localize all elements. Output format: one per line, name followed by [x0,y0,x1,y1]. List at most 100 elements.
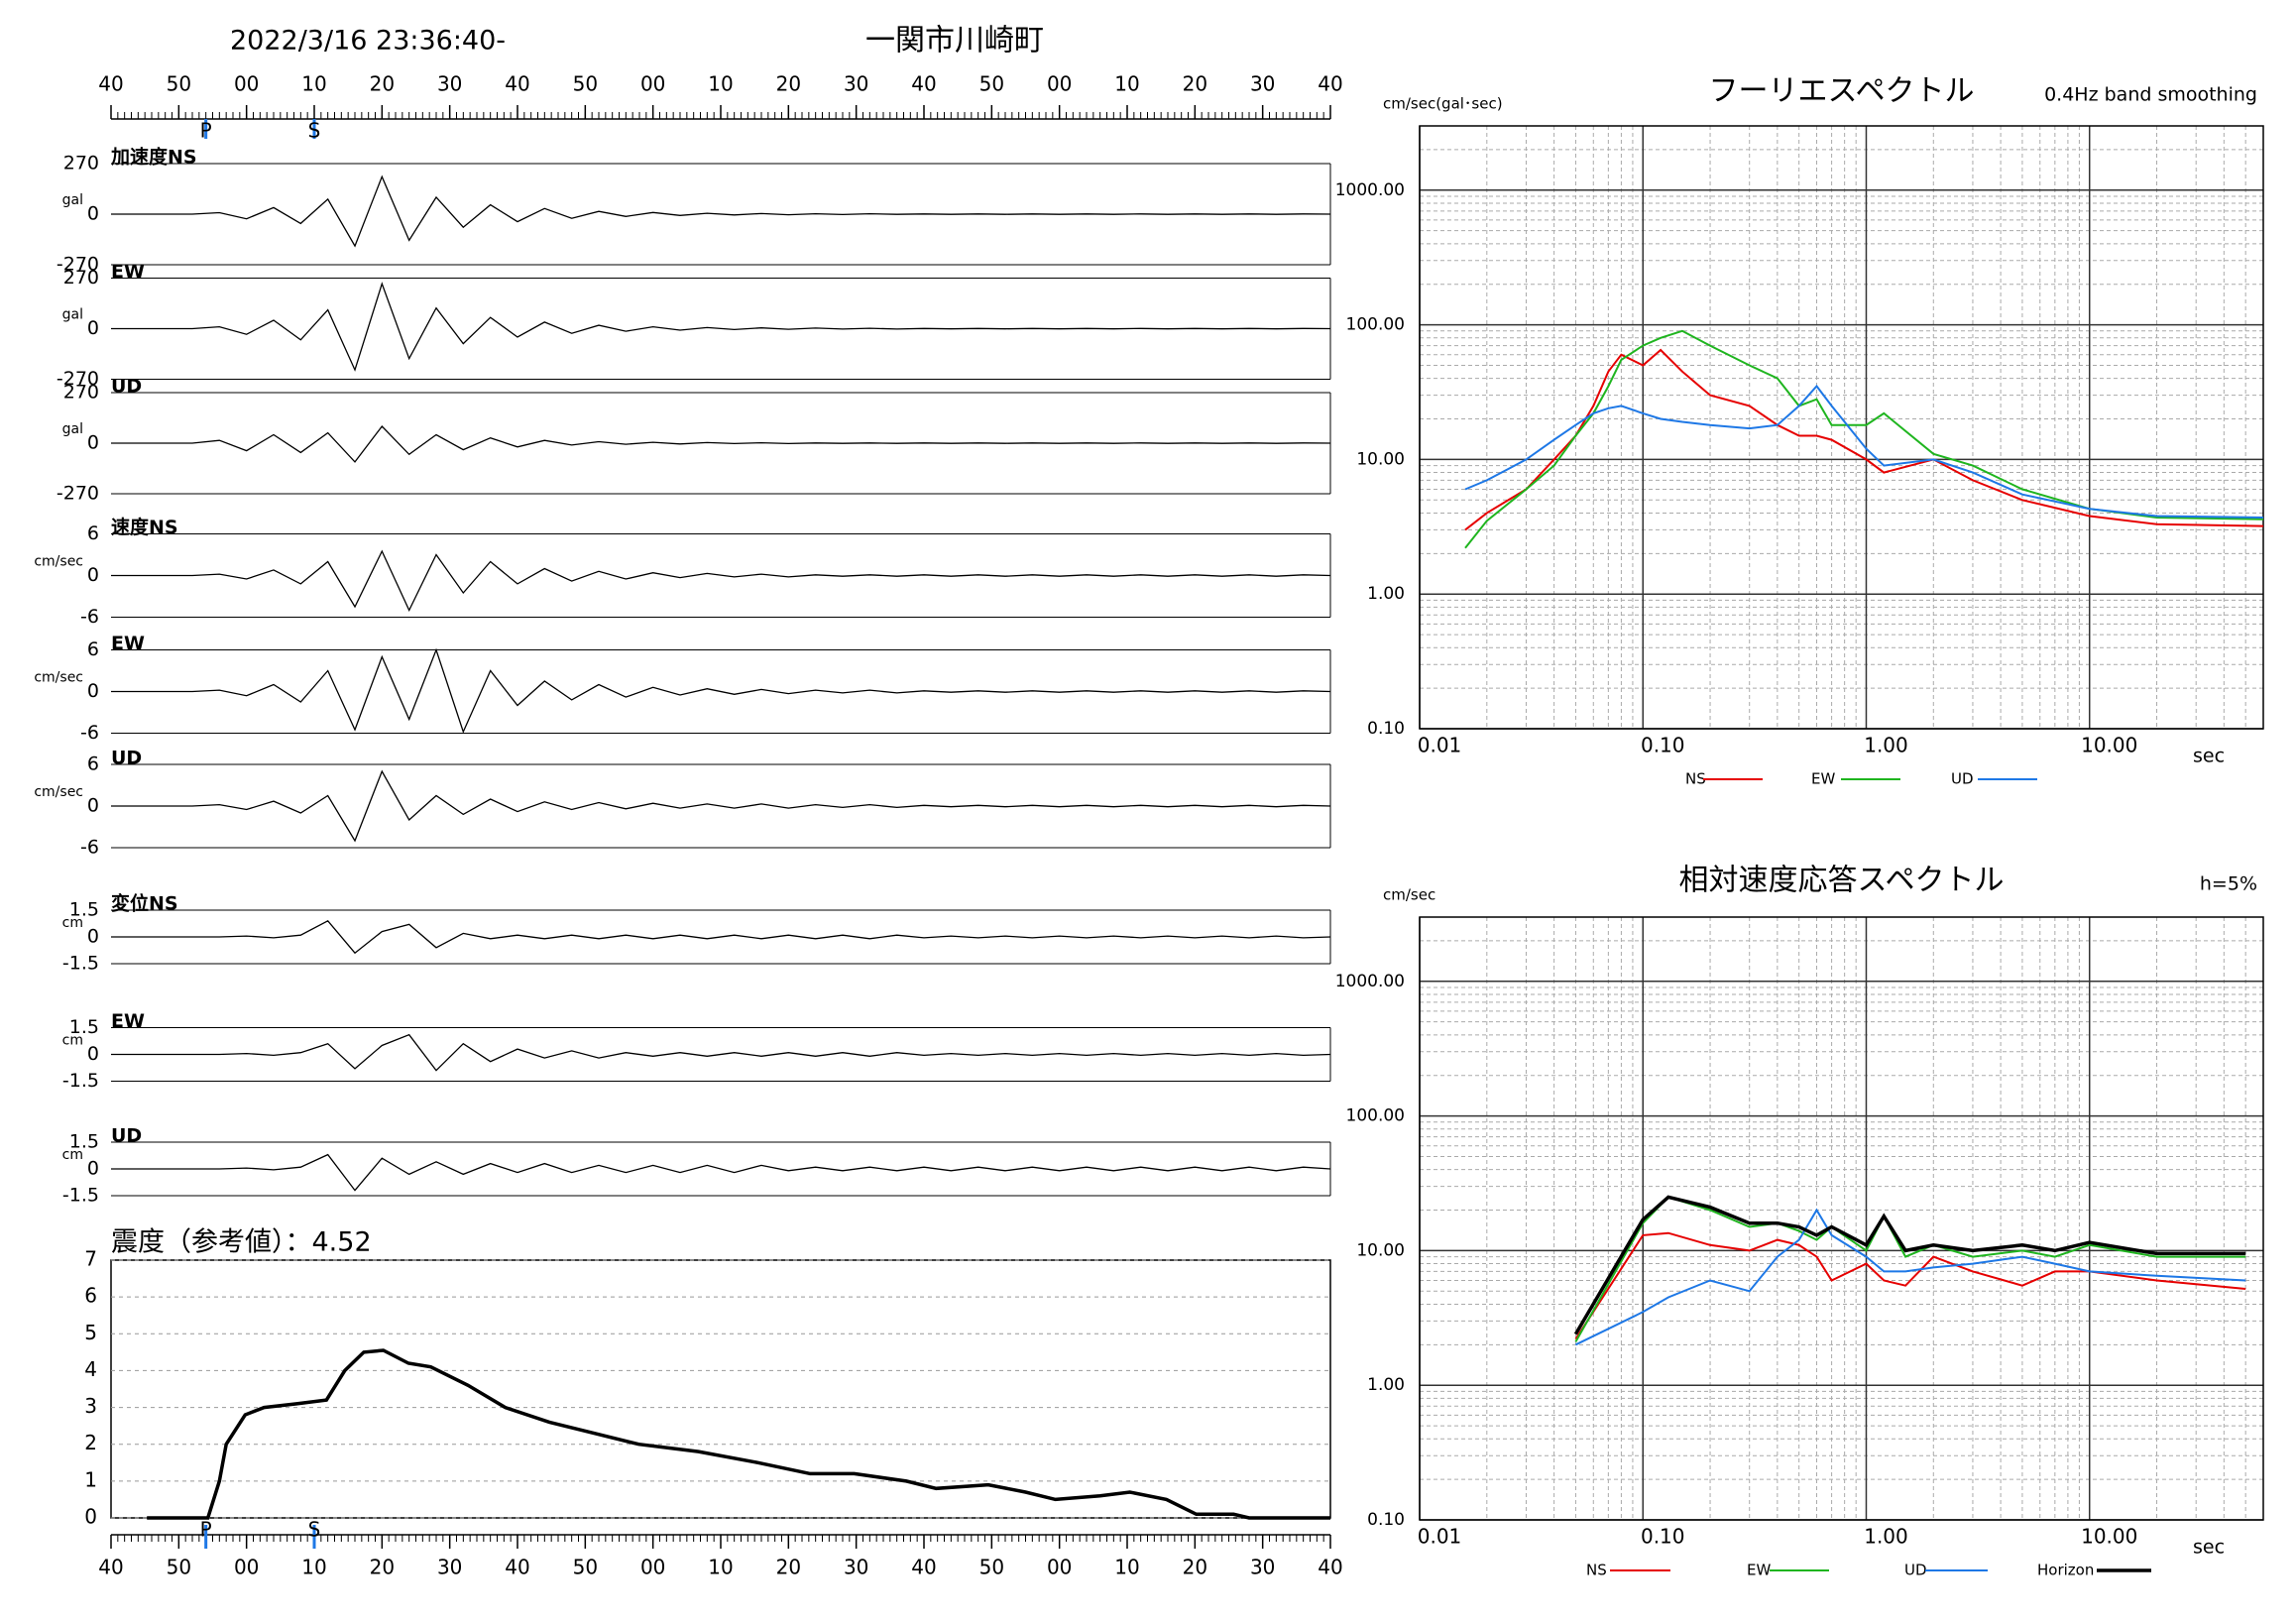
x-tick-label: 10 [708,1556,733,1579]
x-tick-label: 50 [167,72,191,96]
y-tick-label: 0.10 [1367,719,1405,739]
x-tick-label: 10 [301,72,326,96]
y-tick-label: 7 [84,1247,97,1271]
x-tick-label: 20 [370,1556,395,1579]
y-tick-label: 10.00 [1356,1240,1405,1260]
trace-name: 変位NS [111,892,178,915]
y-tick-label: 2 [84,1431,97,1454]
x-tick-label: 0.01 [1418,734,1462,757]
chart-subtitle: h=5% [2200,873,2257,895]
trace-unit: gal [62,192,83,208]
spectrum-line [1574,1231,2246,1340]
y-tick-label: 0.10 [1367,1510,1405,1530]
trace-unit: cm/sec [34,784,83,800]
plot-frame [110,1259,1331,1519]
trace-name: 速度NS [111,516,178,538]
x-tick-label: 30 [437,1556,462,1579]
x-tick-label: 20 [776,72,801,96]
y-tick-label: 0 [84,1505,97,1529]
y-tick-label: 270 [63,382,99,404]
x-tick-label: 40 [1318,72,1342,96]
x-tick-label: 00 [234,1556,259,1579]
y-tick-label: 6 [87,754,99,775]
x-tick-label: 10 [301,1556,326,1579]
y-tick-label: 0 [87,203,99,225]
legend-label: UD [1904,1562,1927,1579]
y-tick-label: 0 [87,1043,99,1065]
chart-title: フーリエスペクトル [1709,74,1975,109]
y-tick-label: 4 [84,1357,97,1381]
spectrum-line [1464,384,2264,519]
x-tick-label: 30 [844,72,868,96]
y-tick-label: 1.5 [69,1131,99,1153]
phase-label: P [200,1518,212,1542]
y-tick-label: -270 [57,368,99,390]
y-tick-label: 270 [63,267,99,289]
x-tick-label: 40 [1318,1556,1342,1579]
y-tick-label: 100.00 [1346,1106,1405,1126]
x-tick-label: 40 [505,72,529,96]
waveform-trace [111,549,1331,613]
waveform-trace [111,282,1331,372]
x-tick-label: 50 [979,72,1004,96]
spectrum-line [1574,1208,2246,1346]
y-tick-label: 1.00 [1367,1375,1405,1395]
spectrum-line [1573,1195,2246,1335]
x-tick-label: 10.00 [2081,734,2137,757]
trace-name: UD [111,376,142,398]
x-tick-label: 1.00 [1864,734,1908,757]
trace-unit: gal [62,421,83,437]
waveform-trace [111,919,1331,955]
y-tick-label: -270 [57,483,99,505]
x-tick-label: 20 [776,1556,801,1579]
x-tick-label: 40 [505,1556,529,1579]
x-tick-label: 30 [844,1556,868,1579]
y-tick-label: 1.5 [69,1016,99,1038]
x-tick-label: 50 [573,72,598,96]
legend-label: EW [1811,770,1835,788]
y-tick-label: -6 [80,837,99,859]
y-tick-label: 3 [84,1394,97,1418]
chart-title: 震度（参考値）：4.52 [111,1227,372,1258]
y-tick-label: 0 [87,564,99,586]
waveform-trace [111,769,1331,843]
trace-name: EW [111,633,145,654]
waveform-trace [111,425,1331,463]
x-tick-label: 00 [640,1556,665,1579]
y-tick-label: 6 [87,638,99,660]
legend-label: Horizon [2037,1562,2094,1579]
x-tick-label: 10 [1114,1556,1139,1579]
y-tick-label: 0 [87,1158,99,1180]
y-axis-label: cm/sec(gal･sec) [1383,95,1503,113]
x-tick-label: 1.00 [1864,1525,1908,1549]
legend-label: EW [1747,1562,1771,1579]
x-tick-label: 00 [234,72,259,96]
x-tick-label: 20 [1183,72,1207,96]
waveform-trace [111,174,1331,248]
trace-unit: gal [62,307,83,323]
legend-label: NS [1685,770,1706,788]
x-tick-label: 30 [437,72,462,96]
phase-label: S [308,1518,321,1542]
waveform-trace [111,647,1331,734]
chart-subtitle: 0.4Hz band smoothing [2044,84,2257,106]
y-tick-label: 6 [84,1284,97,1308]
spectrum-line [1464,329,2264,549]
y-tick-label: 10.00 [1356,449,1405,469]
y-tick-label: 1.5 [69,899,99,921]
y-tick-label: -6 [80,722,99,744]
trace-unit: cm [62,915,83,931]
y-tick-label: 0 [87,795,99,817]
chart-title: 相対速度応答スペクトル [1679,864,2005,898]
x-tick-label: 10 [708,72,733,96]
station-name: 一関市川崎町 [865,24,1044,58]
x-tick-label: 50 [573,1556,598,1579]
y-tick-label: 0 [87,926,99,948]
x-tick-label: 0.10 [1641,734,1685,757]
plot-frame [1419,125,2264,730]
trace-name: UD [111,1125,142,1147]
record-datetime: 2022/3/16 23:36:40- [230,26,506,57]
x-tick-label: 50 [167,1556,191,1579]
plot-frame [1419,916,2264,1521]
